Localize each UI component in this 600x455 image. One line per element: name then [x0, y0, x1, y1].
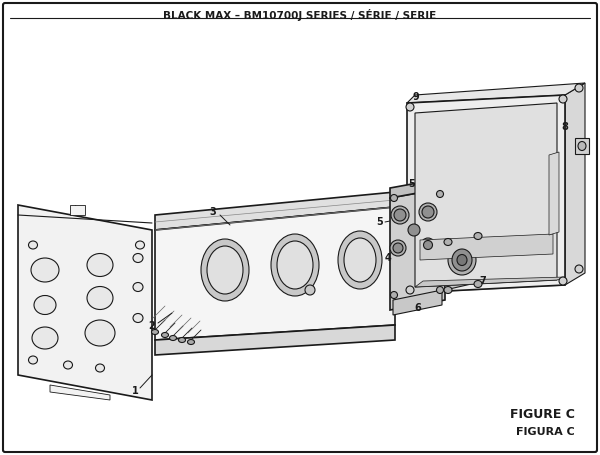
- Text: 3: 3: [209, 207, 217, 217]
- Ellipse shape: [437, 191, 443, 197]
- Ellipse shape: [391, 194, 398, 202]
- Polygon shape: [575, 138, 589, 154]
- Ellipse shape: [34, 295, 56, 314]
- Ellipse shape: [95, 364, 104, 372]
- Ellipse shape: [444, 287, 452, 293]
- Polygon shape: [407, 95, 565, 293]
- Ellipse shape: [29, 241, 37, 249]
- Ellipse shape: [578, 142, 586, 151]
- Polygon shape: [415, 277, 565, 287]
- Ellipse shape: [421, 238, 435, 252]
- Ellipse shape: [271, 234, 319, 296]
- Ellipse shape: [133, 283, 143, 292]
- Ellipse shape: [87, 287, 113, 309]
- Polygon shape: [390, 188, 445, 310]
- Text: 4: 4: [385, 253, 391, 263]
- Ellipse shape: [151, 329, 158, 334]
- Ellipse shape: [87, 253, 113, 277]
- Ellipse shape: [393, 243, 403, 253]
- Ellipse shape: [394, 209, 406, 221]
- Ellipse shape: [32, 327, 58, 349]
- Ellipse shape: [344, 238, 376, 282]
- Ellipse shape: [391, 206, 409, 224]
- Ellipse shape: [85, 320, 115, 346]
- Polygon shape: [18, 205, 152, 400]
- Ellipse shape: [474, 280, 482, 288]
- Ellipse shape: [64, 361, 73, 369]
- Ellipse shape: [161, 333, 169, 338]
- Ellipse shape: [457, 254, 467, 266]
- Polygon shape: [407, 83, 585, 103]
- Ellipse shape: [408, 224, 420, 236]
- Ellipse shape: [448, 245, 476, 275]
- Ellipse shape: [305, 285, 315, 295]
- Text: 8: 8: [562, 122, 568, 132]
- Text: 6: 6: [415, 303, 421, 313]
- Polygon shape: [390, 178, 445, 198]
- Text: 5: 5: [409, 179, 415, 189]
- Ellipse shape: [559, 277, 567, 285]
- Text: BLACK MAX – BM10700J SERIES / SÉRIE / SERIE: BLACK MAX – BM10700J SERIES / SÉRIE / SE…: [163, 9, 437, 21]
- Ellipse shape: [452, 249, 472, 271]
- Ellipse shape: [277, 241, 313, 289]
- Polygon shape: [155, 207, 395, 340]
- Text: 2: 2: [149, 321, 155, 331]
- Ellipse shape: [559, 95, 567, 103]
- Ellipse shape: [187, 339, 194, 344]
- Polygon shape: [565, 83, 585, 285]
- Polygon shape: [415, 103, 557, 287]
- Ellipse shape: [444, 238, 452, 246]
- Polygon shape: [420, 234, 553, 260]
- Ellipse shape: [201, 239, 249, 301]
- Ellipse shape: [406, 103, 414, 111]
- Ellipse shape: [179, 338, 185, 343]
- Ellipse shape: [422, 206, 434, 218]
- Ellipse shape: [419, 203, 437, 221]
- Ellipse shape: [338, 231, 382, 289]
- Ellipse shape: [133, 253, 143, 263]
- Text: FIGURE C: FIGURE C: [510, 409, 575, 421]
- Polygon shape: [50, 385, 110, 400]
- Ellipse shape: [29, 356, 37, 364]
- Ellipse shape: [391, 292, 398, 298]
- Ellipse shape: [575, 84, 583, 92]
- Polygon shape: [549, 152, 559, 235]
- Polygon shape: [393, 290, 442, 315]
- Ellipse shape: [575, 265, 583, 273]
- Ellipse shape: [474, 233, 482, 239]
- Polygon shape: [155, 325, 395, 355]
- Ellipse shape: [31, 258, 59, 282]
- Ellipse shape: [133, 313, 143, 323]
- Ellipse shape: [390, 240, 406, 256]
- Text: FIGURA C: FIGURA C: [516, 427, 575, 437]
- Polygon shape: [70, 205, 85, 215]
- Ellipse shape: [207, 246, 243, 294]
- Text: 1: 1: [131, 386, 139, 396]
- Text: 9: 9: [413, 92, 419, 102]
- Ellipse shape: [170, 335, 176, 340]
- Ellipse shape: [424, 241, 433, 249]
- Polygon shape: [155, 192, 395, 230]
- Ellipse shape: [136, 241, 145, 249]
- Text: 7: 7: [479, 276, 487, 286]
- Polygon shape: [445, 232, 480, 290]
- Ellipse shape: [406, 286, 414, 294]
- Ellipse shape: [437, 287, 443, 293]
- Text: 5: 5: [377, 217, 383, 227]
